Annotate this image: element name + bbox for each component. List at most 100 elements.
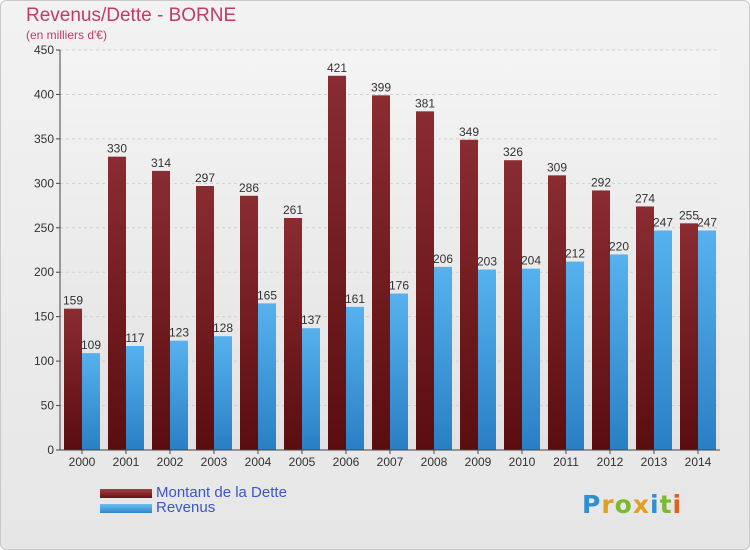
bar-dette bbox=[592, 190, 610, 450]
data-label: 326 bbox=[503, 145, 523, 159]
bar-revenus bbox=[390, 293, 408, 450]
bar-revenus bbox=[434, 266, 452, 450]
x-axis-ticks: 2000 2001 2002 2003 2004 2005 2006 2007 2008 2009… bbox=[69, 450, 712, 469]
bar-dette bbox=[284, 218, 302, 450]
y-tick-label: 0 bbox=[47, 443, 54, 457]
bar-revenus bbox=[126, 346, 144, 450]
logo-letter: x bbox=[632, 490, 650, 519]
bar-revenus bbox=[346, 306, 364, 450]
legend-swatch-debt bbox=[100, 489, 152, 498]
bar-dette bbox=[636, 206, 654, 450]
data-label: 309 bbox=[547, 160, 567, 174]
x-tick-label: 2012 bbox=[597, 455, 624, 469]
y-tick-label: 450 bbox=[34, 43, 54, 57]
bar-dette bbox=[680, 223, 698, 450]
y-tick-label: 200 bbox=[34, 265, 54, 279]
data-label: 297 bbox=[195, 171, 215, 185]
x-tick-label: 2003 bbox=[201, 455, 228, 469]
logo-letter: P bbox=[582, 490, 602, 519]
data-label: 292 bbox=[591, 175, 611, 189]
x-tick-label: 2010 bbox=[509, 455, 536, 469]
data-label: 314 bbox=[151, 156, 171, 170]
bar-dette bbox=[504, 160, 522, 450]
bar-revenus bbox=[302, 328, 320, 450]
y-tick-label: 400 bbox=[34, 87, 54, 101]
bar-dette bbox=[548, 175, 566, 451]
bar-dette bbox=[460, 139, 478, 450]
data-label: 117 bbox=[125, 331, 144, 345]
data-label: 137 bbox=[301, 313, 321, 327]
data-label: 165 bbox=[257, 288, 277, 302]
logo-letter: i bbox=[650, 490, 660, 519]
x-tick-label: 2009 bbox=[465, 455, 492, 469]
data-label: 399 bbox=[371, 80, 391, 94]
logo-letter: i bbox=[672, 490, 683, 519]
bar-revenus bbox=[170, 340, 188, 450]
data-label: 212 bbox=[565, 247, 585, 261]
bar-dette bbox=[328, 75, 346, 451]
legend-label-revenus: Revenus bbox=[156, 499, 216, 516]
y-axis-ticks: 0 50 100 150 200 250 300 350 400 450 bbox=[34, 43, 60, 457]
data-label: 247 bbox=[697, 215, 717, 229]
x-tick-label: 2001 bbox=[113, 455, 140, 469]
y-tick-label: 250 bbox=[34, 221, 54, 235]
logo-letter: t bbox=[659, 490, 673, 519]
y-tick-label: 100 bbox=[34, 354, 54, 368]
x-tick-label: 2004 bbox=[245, 455, 272, 469]
data-label: 123 bbox=[169, 326, 189, 340]
data-label: 128 bbox=[213, 321, 233, 335]
data-label: 109 bbox=[81, 338, 101, 352]
x-tick-label: 2007 bbox=[377, 455, 404, 469]
bar-dette bbox=[152, 170, 170, 450]
data-label: 381 bbox=[415, 96, 435, 110]
bar-revenus bbox=[610, 254, 628, 450]
bar-revenus bbox=[214, 336, 232, 450]
bar-dette bbox=[240, 195, 258, 450]
bar-revenus bbox=[478, 269, 496, 450]
x-tick-label: 2013 bbox=[641, 455, 668, 469]
y-tick-label: 50 bbox=[41, 399, 55, 413]
data-label: 286 bbox=[239, 181, 259, 195]
x-tick-label: 2002 bbox=[157, 455, 184, 469]
y-tick-label: 150 bbox=[34, 310, 54, 324]
x-tick-label: 2000 bbox=[69, 455, 96, 469]
data-label: 330 bbox=[107, 142, 127, 156]
bar-dette bbox=[196, 186, 214, 450]
legend-label-debt: Montant de la Dette bbox=[156, 484, 287, 501]
chart-title: Revenus/Dette - BORNE bbox=[26, 5, 237, 26]
data-label: 203 bbox=[477, 255, 497, 269]
data-label: 220 bbox=[609, 239, 629, 253]
bar-revenus bbox=[566, 261, 584, 450]
data-label: 161 bbox=[345, 292, 365, 306]
bar-dette bbox=[416, 111, 434, 450]
x-tick-label: 2014 bbox=[685, 455, 712, 469]
data-labels: 159 109 330 117 314 123 297 128 286 165 261 137 421 1… bbox=[63, 61, 717, 352]
data-label: 349 bbox=[459, 125, 479, 139]
bars bbox=[64, 75, 716, 451]
x-tick-label: 2011 bbox=[553, 455, 579, 469]
bar-revenus bbox=[654, 230, 672, 450]
y-tick-label: 350 bbox=[34, 132, 54, 146]
data-label: 159 bbox=[63, 294, 83, 308]
data-label: 204 bbox=[521, 254, 541, 268]
y-tick-label: 300 bbox=[34, 176, 54, 190]
proxiti-logo: Proxiti bbox=[582, 490, 682, 519]
bar-revenus bbox=[82, 353, 100, 450]
logo-letter: o bbox=[614, 490, 633, 519]
bar-revenus bbox=[258, 303, 276, 450]
data-label: 176 bbox=[389, 279, 409, 293]
data-label: 261 bbox=[283, 203, 303, 217]
data-label: 274 bbox=[635, 191, 655, 205]
logo-letter: r bbox=[601, 490, 615, 519]
bar-dette bbox=[372, 95, 390, 450]
data-label: 206 bbox=[433, 252, 453, 266]
data-label: 421 bbox=[327, 61, 347, 75]
data-label: 247 bbox=[653, 215, 673, 229]
bar-dette bbox=[108, 156, 126, 450]
bar-dette bbox=[64, 308, 82, 450]
data-label: 255 bbox=[679, 208, 699, 222]
x-tick-label: 2006 bbox=[333, 455, 360, 469]
bar-revenus bbox=[522, 268, 540, 450]
x-tick-label: 2005 bbox=[289, 455, 316, 469]
